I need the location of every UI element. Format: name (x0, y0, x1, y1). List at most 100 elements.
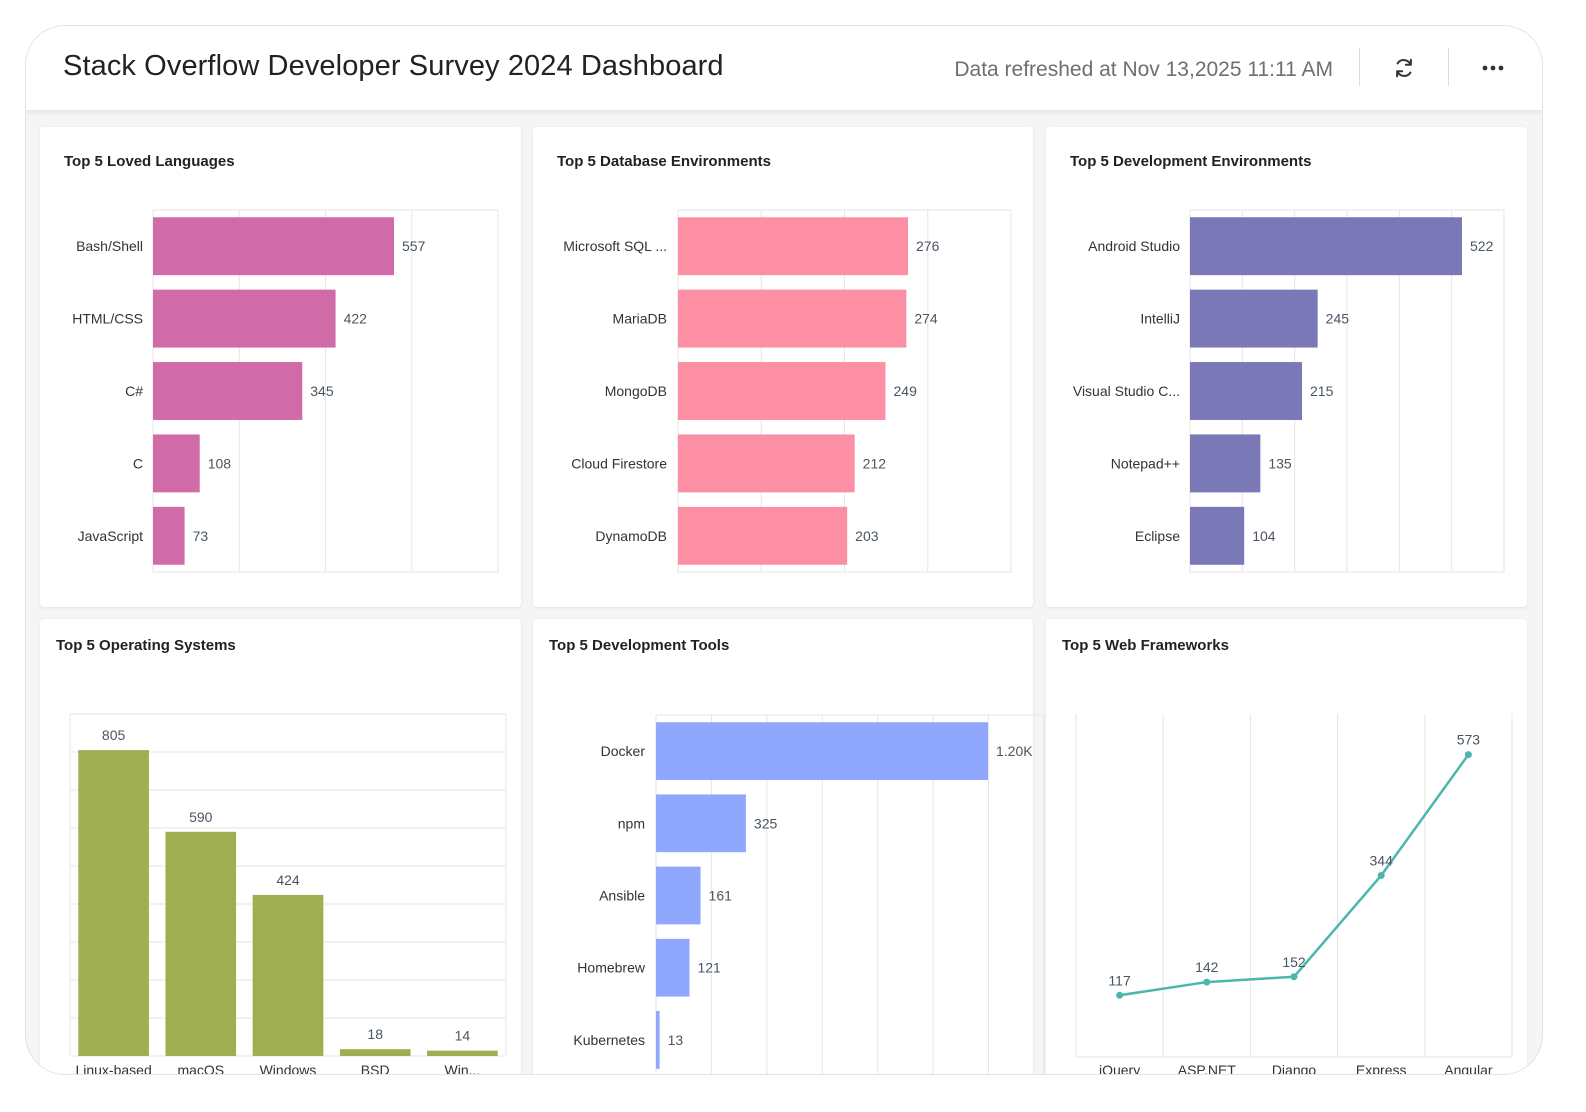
category-label: Microsoft SQL ... (563, 238, 667, 254)
category-label: MariaDB (613, 311, 667, 327)
data-label: 135 (1268, 455, 1292, 471)
data-label: 557 (402, 238, 426, 254)
bar (1190, 362, 1303, 420)
category-label: Android Studio (1088, 238, 1180, 254)
data-label: 1.20K (996, 743, 1033, 759)
data-label: 805 (102, 727, 126, 743)
more-options-button[interactable] (1473, 48, 1513, 88)
category-label: jQuery (1098, 1062, 1140, 1075)
bar (165, 831, 237, 1056)
data-label: 108 (208, 455, 232, 471)
category-label: Django (1272, 1062, 1317, 1075)
bar (678, 217, 908, 276)
chart-title: Top 5 Development Environments (1070, 153, 1312, 170)
category-label: Ansible (599, 888, 645, 904)
bar (427, 1050, 498, 1056)
data-label: 276 (916, 238, 940, 254)
category-label: DynamoDB (595, 528, 667, 544)
dashboard-header: Stack Overflow Developer Survey 2024 Das… (26, 26, 1542, 110)
data-point (1290, 973, 1298, 981)
web-frameworks-chart: 117 jQuery 142 ASP.NET 152 Django 344 Express 57… (1075, 714, 1513, 1075)
category-label: Angular (1444, 1062, 1493, 1075)
data-label: 203 (855, 528, 879, 544)
bar (153, 362, 303, 420)
dashboard: Stack Overflow Developer Survey 2024 Das… (25, 25, 1543, 1075)
category-label: Bash/Shell (76, 238, 143, 254)
loved-languages-chart: Bash/Shell 557 HTML/CSS 422 C# 345 C 108 JavaScr… (72, 209, 499, 573)
bar (678, 506, 848, 565)
bar (678, 362, 886, 420)
header-divider (1359, 48, 1360, 86)
category-label: Notepad++ (1111, 455, 1180, 471)
data-label: 422 (344, 311, 368, 327)
data-label: 212 (863, 455, 887, 471)
category-label: HTML/CSS (72, 311, 143, 327)
bar (153, 289, 336, 348)
category-label: Linux-based (75, 1062, 151, 1075)
data-label: 73 (193, 528, 209, 544)
data-label: 590 (189, 809, 213, 825)
bar (1190, 506, 1245, 565)
chart-card-operating-systems: Top 5 Operating Systems 805 Linux-based 59… (40, 619, 521, 1075)
data-label: 13 (668, 1032, 684, 1048)
category-label: Eclipse (1135, 528, 1180, 544)
database-environments-chart: Microsoft SQL ... 276 MariaDB 274 MongoDB 249… (563, 209, 1012, 573)
more-horizontal-icon (1482, 65, 1504, 71)
chart-title: Top 5 Loved Languages (64, 153, 235, 170)
data-point (1203, 978, 1211, 986)
operating-systems-chart: 805 Linux-based 590 macOS 424 Windows 18 BSD 14 W… (69, 713, 507, 1075)
data-label: 121 (697, 960, 721, 976)
data-label: 424 (276, 872, 300, 888)
data-label: 573 (1457, 732, 1481, 748)
data-label: 142 (1195, 959, 1219, 975)
bar (153, 217, 394, 276)
chart-title: Top 5 Development Tools (549, 637, 730, 654)
chart-card-database-environments: Top 5 Database Environments Microsoft SQ… (533, 127, 1033, 607)
bar (656, 794, 746, 853)
bar (656, 1011, 660, 1069)
category-label: ASP.NET (1178, 1062, 1237, 1075)
chart-card-development-tools: Top 5 Development Tools Docker 1.20K npm 32… (533, 619, 1045, 1074)
data-point (1377, 871, 1385, 879)
data-point (1464, 751, 1472, 759)
category-label: JavaScript (78, 528, 143, 544)
chart-title: Top 5 Web Frameworks (1062, 637, 1229, 654)
category-label: npm (618, 815, 645, 831)
data-label: 249 (894, 383, 918, 399)
data-label: 104 (1252, 528, 1276, 544)
refresh-button[interactable] (1384, 48, 1424, 88)
category-label: C (133, 455, 143, 471)
data-label: 18 (367, 1026, 383, 1042)
bar (1190, 217, 1462, 276)
bar (678, 434, 855, 493)
development-environments-chart: Android Studio 522 IntelliJ 245 Visual Studi… (1073, 209, 1505, 573)
category-label: macOS (177, 1062, 224, 1075)
category-label: Express (1356, 1062, 1407, 1075)
data-label: 274 (914, 311, 938, 327)
chart-title: Top 5 Database Environments (557, 153, 771, 170)
category-label: Win... (445, 1062, 481, 1075)
chart-card-web-frameworks: Top 5 Web Frameworks 117 jQuery 142 ASP.NET… (1046, 619, 1527, 1075)
data-label: 344 (1370, 852, 1394, 868)
category-label: Homebrew (577, 960, 646, 976)
bar (1190, 289, 1318, 348)
category-label: Visual Studio C... (1073, 383, 1180, 399)
category-label: IntelliJ (1140, 311, 1180, 327)
refresh-status: Data refreshed at Nov 13,2025 11:11 AM (954, 58, 1333, 81)
category-label: BSD (361, 1062, 390, 1075)
bar (1190, 434, 1261, 493)
data-label: 161 (709, 888, 733, 904)
dashboard-title: Stack Overflow Developer Survey 2024 Das… (63, 50, 724, 82)
category-label: Cloud Firestore (571, 455, 667, 471)
bar (678, 289, 907, 348)
chart-card-loved-languages: Top 5 Loved Languages Bash/Shell 557 HTML/… (40, 127, 521, 607)
data-label: 215 (1310, 383, 1334, 399)
category-label: Windows (260, 1062, 317, 1075)
data-label: 152 (1282, 954, 1306, 970)
data-label: 325 (754, 815, 778, 831)
data-label: 117 (1108, 972, 1131, 988)
chart-title: Top 5 Operating Systems (56, 637, 236, 654)
data-label: 345 (310, 383, 334, 399)
bar (252, 894, 324, 1056)
category-label: MongoDB (605, 383, 667, 399)
